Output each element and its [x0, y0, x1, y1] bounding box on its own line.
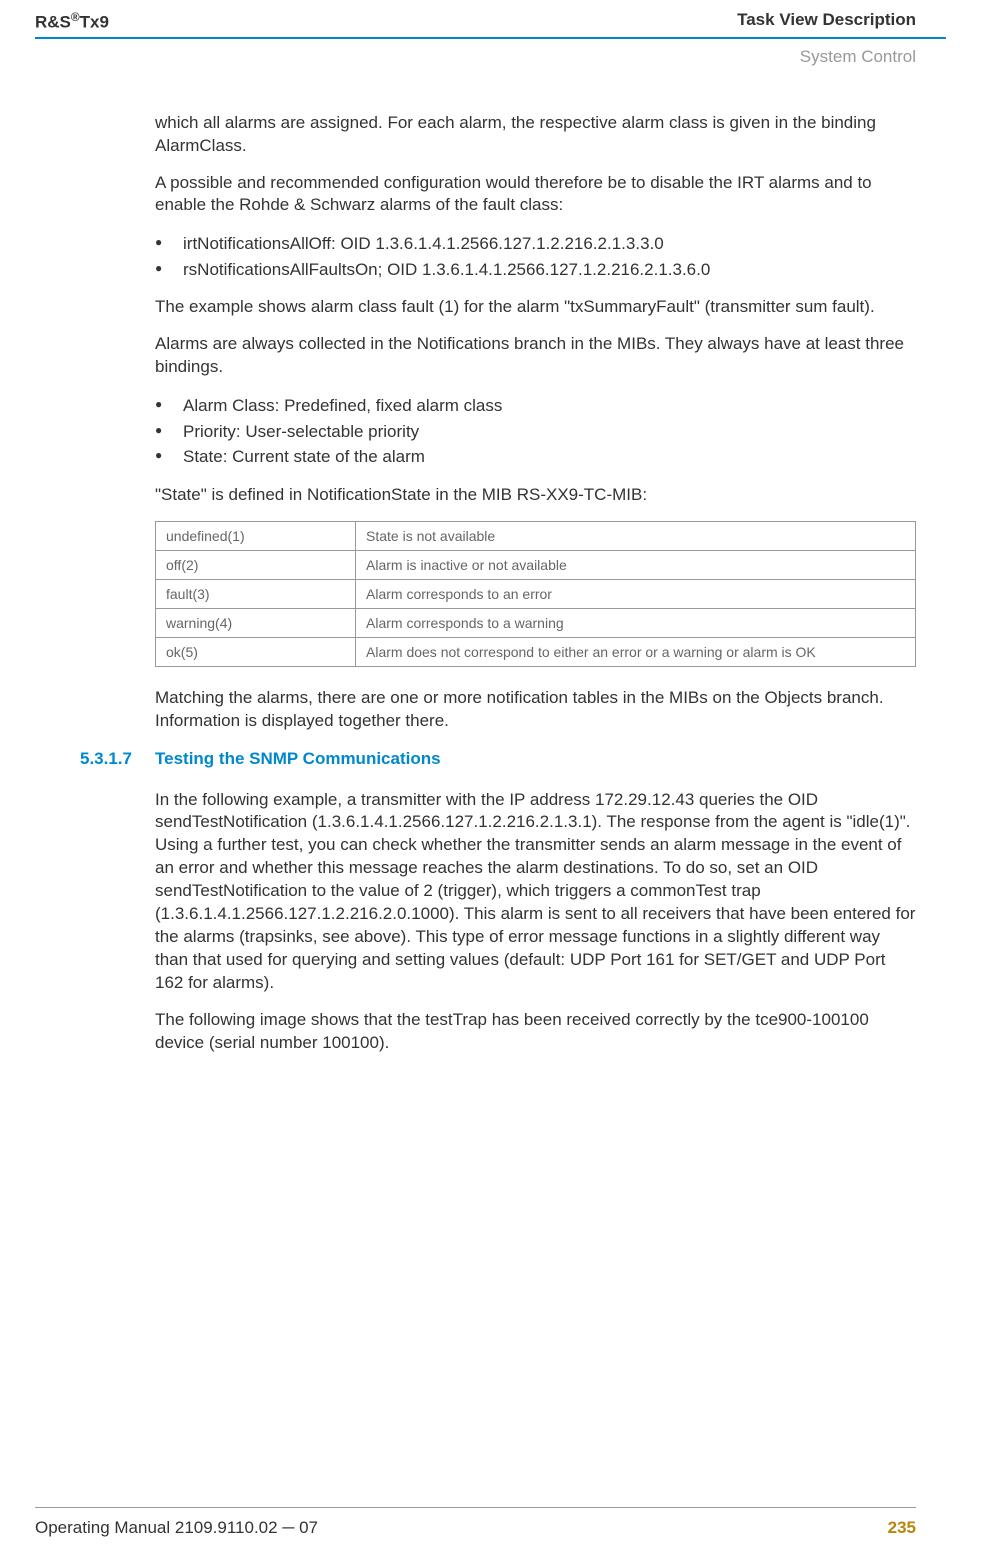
state-table: undefined(1) State is not available off(… — [155, 521, 916, 667]
footer-divider — [35, 1507, 916, 1508]
table-cell: Alarm is inactive or not available — [356, 550, 916, 579]
table-cell: undefined(1) — [156, 521, 356, 550]
table-cell: Alarm corresponds to an error — [356, 579, 916, 608]
list-item: irtNotificationsAllOff: OID 1.3.6.1.4.1.… — [155, 231, 916, 257]
table-cell: Alarm does not correspond to either an e… — [356, 637, 916, 666]
paragraph: Alarms are always collected in the Notif… — [155, 333, 916, 379]
table-cell: State is not available — [356, 521, 916, 550]
paragraph: The following image shows that the testT… — [155, 1009, 916, 1055]
table-row: off(2) Alarm is inactive or not availabl… — [156, 550, 916, 579]
table-cell: warning(4) — [156, 608, 356, 637]
page-header: R&S®Tx9 Task View Description — [0, 0, 981, 37]
paragraph: Matching the alarms, there are one or mo… — [155, 687, 916, 733]
table-row: undefined(1) State is not available — [156, 521, 916, 550]
footer-row: Operating Manual 2109.9110.02 ─ 07 235 — [35, 1518, 916, 1538]
header-subtitle: System Control — [0, 39, 981, 67]
table-cell: Alarm corresponds to a warning — [356, 608, 916, 637]
footer-manual-id: Operating Manual 2109.9110.02 ─ 07 — [35, 1518, 318, 1538]
header-suffix: Tx9 — [80, 13, 109, 32]
section-heading: 5.3.1.7 Testing the SNMP Communications — [155, 749, 916, 769]
bullet-list: Alarm Class: Predefined, fixed alarm cla… — [155, 393, 916, 470]
header-prefix: R&S — [35, 13, 71, 32]
paragraph: which all alarms are assigned. For each … — [155, 112, 916, 158]
paragraph: A possible and recommended configuration… — [155, 172, 916, 218]
header-product: R&S®Tx9 — [35, 10, 109, 33]
list-item: rsNotificationsAllFaultsOn; OID 1.3.6.1.… — [155, 257, 916, 283]
table-row: ok(5) Alarm does not correspond to eithe… — [156, 637, 916, 666]
table-cell: ok(5) — [156, 637, 356, 666]
section-number: 5.3.1.7 — [80, 749, 155, 769]
paragraph: The example shows alarm class fault (1) … — [155, 296, 916, 319]
table-cell: off(2) — [156, 550, 356, 579]
header-sup: ® — [71, 10, 80, 24]
table-row: warning(4) Alarm corresponds to a warnin… — [156, 608, 916, 637]
paragraph: In the following example, a transmitter … — [155, 789, 916, 995]
section-title: Testing the SNMP Communications — [155, 749, 441, 769]
page-content: which all alarms are assigned. For each … — [0, 67, 981, 1055]
table-row: fault(3) Alarm corresponds to an error — [156, 579, 916, 608]
list-item: Priority: User-selectable priority — [155, 419, 916, 445]
list-item: State: Current state of the alarm — [155, 444, 916, 470]
bullet-list: irtNotificationsAllOff: OID 1.3.6.1.4.1.… — [155, 231, 916, 282]
list-item: Alarm Class: Predefined, fixed alarm cla… — [155, 393, 916, 419]
page-footer: Operating Manual 2109.9110.02 ─ 07 235 — [35, 1507, 916, 1538]
header-title: Task View Description — [737, 10, 916, 33]
table-cell: fault(3) — [156, 579, 356, 608]
paragraph: "State" is defined in NotificationState … — [155, 484, 916, 507]
footer-page-number: 235 — [888, 1518, 916, 1538]
